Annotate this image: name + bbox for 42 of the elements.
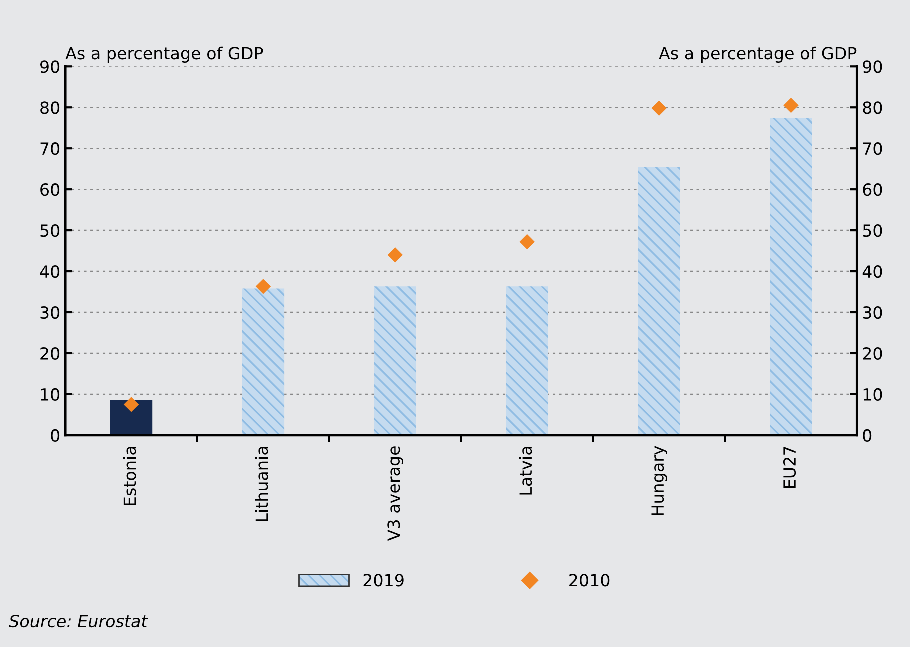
y2-tick-label: 40 — [862, 265, 882, 278]
x-tick-label: Lithuania — [255, 447, 268, 522]
y-tick-label: 50 — [40, 224, 60, 238]
y-tick-label: 0 — [51, 429, 60, 442]
y2-axis-title: As a percentage of GDP — [659, 46, 857, 63]
x-tick-label: Hungary — [652, 446, 668, 516]
bar — [506, 286, 548, 436]
legend-label: 2010 — [570, 574, 610, 587]
y2-tick-label: 20 — [863, 347, 882, 360]
y-tick-label: 40 — [40, 265, 60, 278]
y2-tick-label: 50 — [863, 224, 882, 238]
point — [256, 279, 272, 294]
x-tick-label: EU27 — [783, 447, 796, 488]
point — [652, 100, 667, 116]
y-tick-label: 70 — [40, 142, 60, 156]
y2-tick-label: 10 — [864, 388, 882, 402]
point — [124, 397, 140, 412]
point — [388, 248, 403, 263]
point — [520, 234, 535, 250]
y2-tick-label: 30 — [863, 306, 882, 320]
legend-label: 2019 — [364, 574, 404, 587]
y-tick-label: 90 — [40, 60, 60, 74]
y2-tick-label: 90 — [863, 60, 882, 74]
y-tick-label: 10 — [41, 388, 60, 402]
y-tick-label: 60 — [40, 184, 60, 196]
y-tick-label: 20 — [40, 347, 60, 360]
y-axis-title: As a percentage of GDP — [66, 46, 264, 63]
y2-tick-label: 60 — [863, 184, 882, 196]
bar — [242, 288, 285, 436]
bar — [770, 118, 812, 436]
x-tick-label: Estonia — [123, 447, 136, 506]
y-tick-label: 80 — [40, 102, 60, 114]
bar — [638, 167, 680, 436]
y2-tick-label: 80 — [863, 102, 882, 114]
y2-tick-label: 70 — [863, 142, 882, 156]
point — [784, 98, 799, 114]
bar — [374, 286, 417, 436]
x-tick-label: V3 average — [388, 446, 404, 542]
x-tick-label: Latvia — [519, 447, 532, 495]
y-tick-label: 30 — [40, 306, 60, 320]
y2-tick-label: 0 — [863, 429, 872, 442]
source-note: Source: Eurostat — [9, 614, 148, 628]
